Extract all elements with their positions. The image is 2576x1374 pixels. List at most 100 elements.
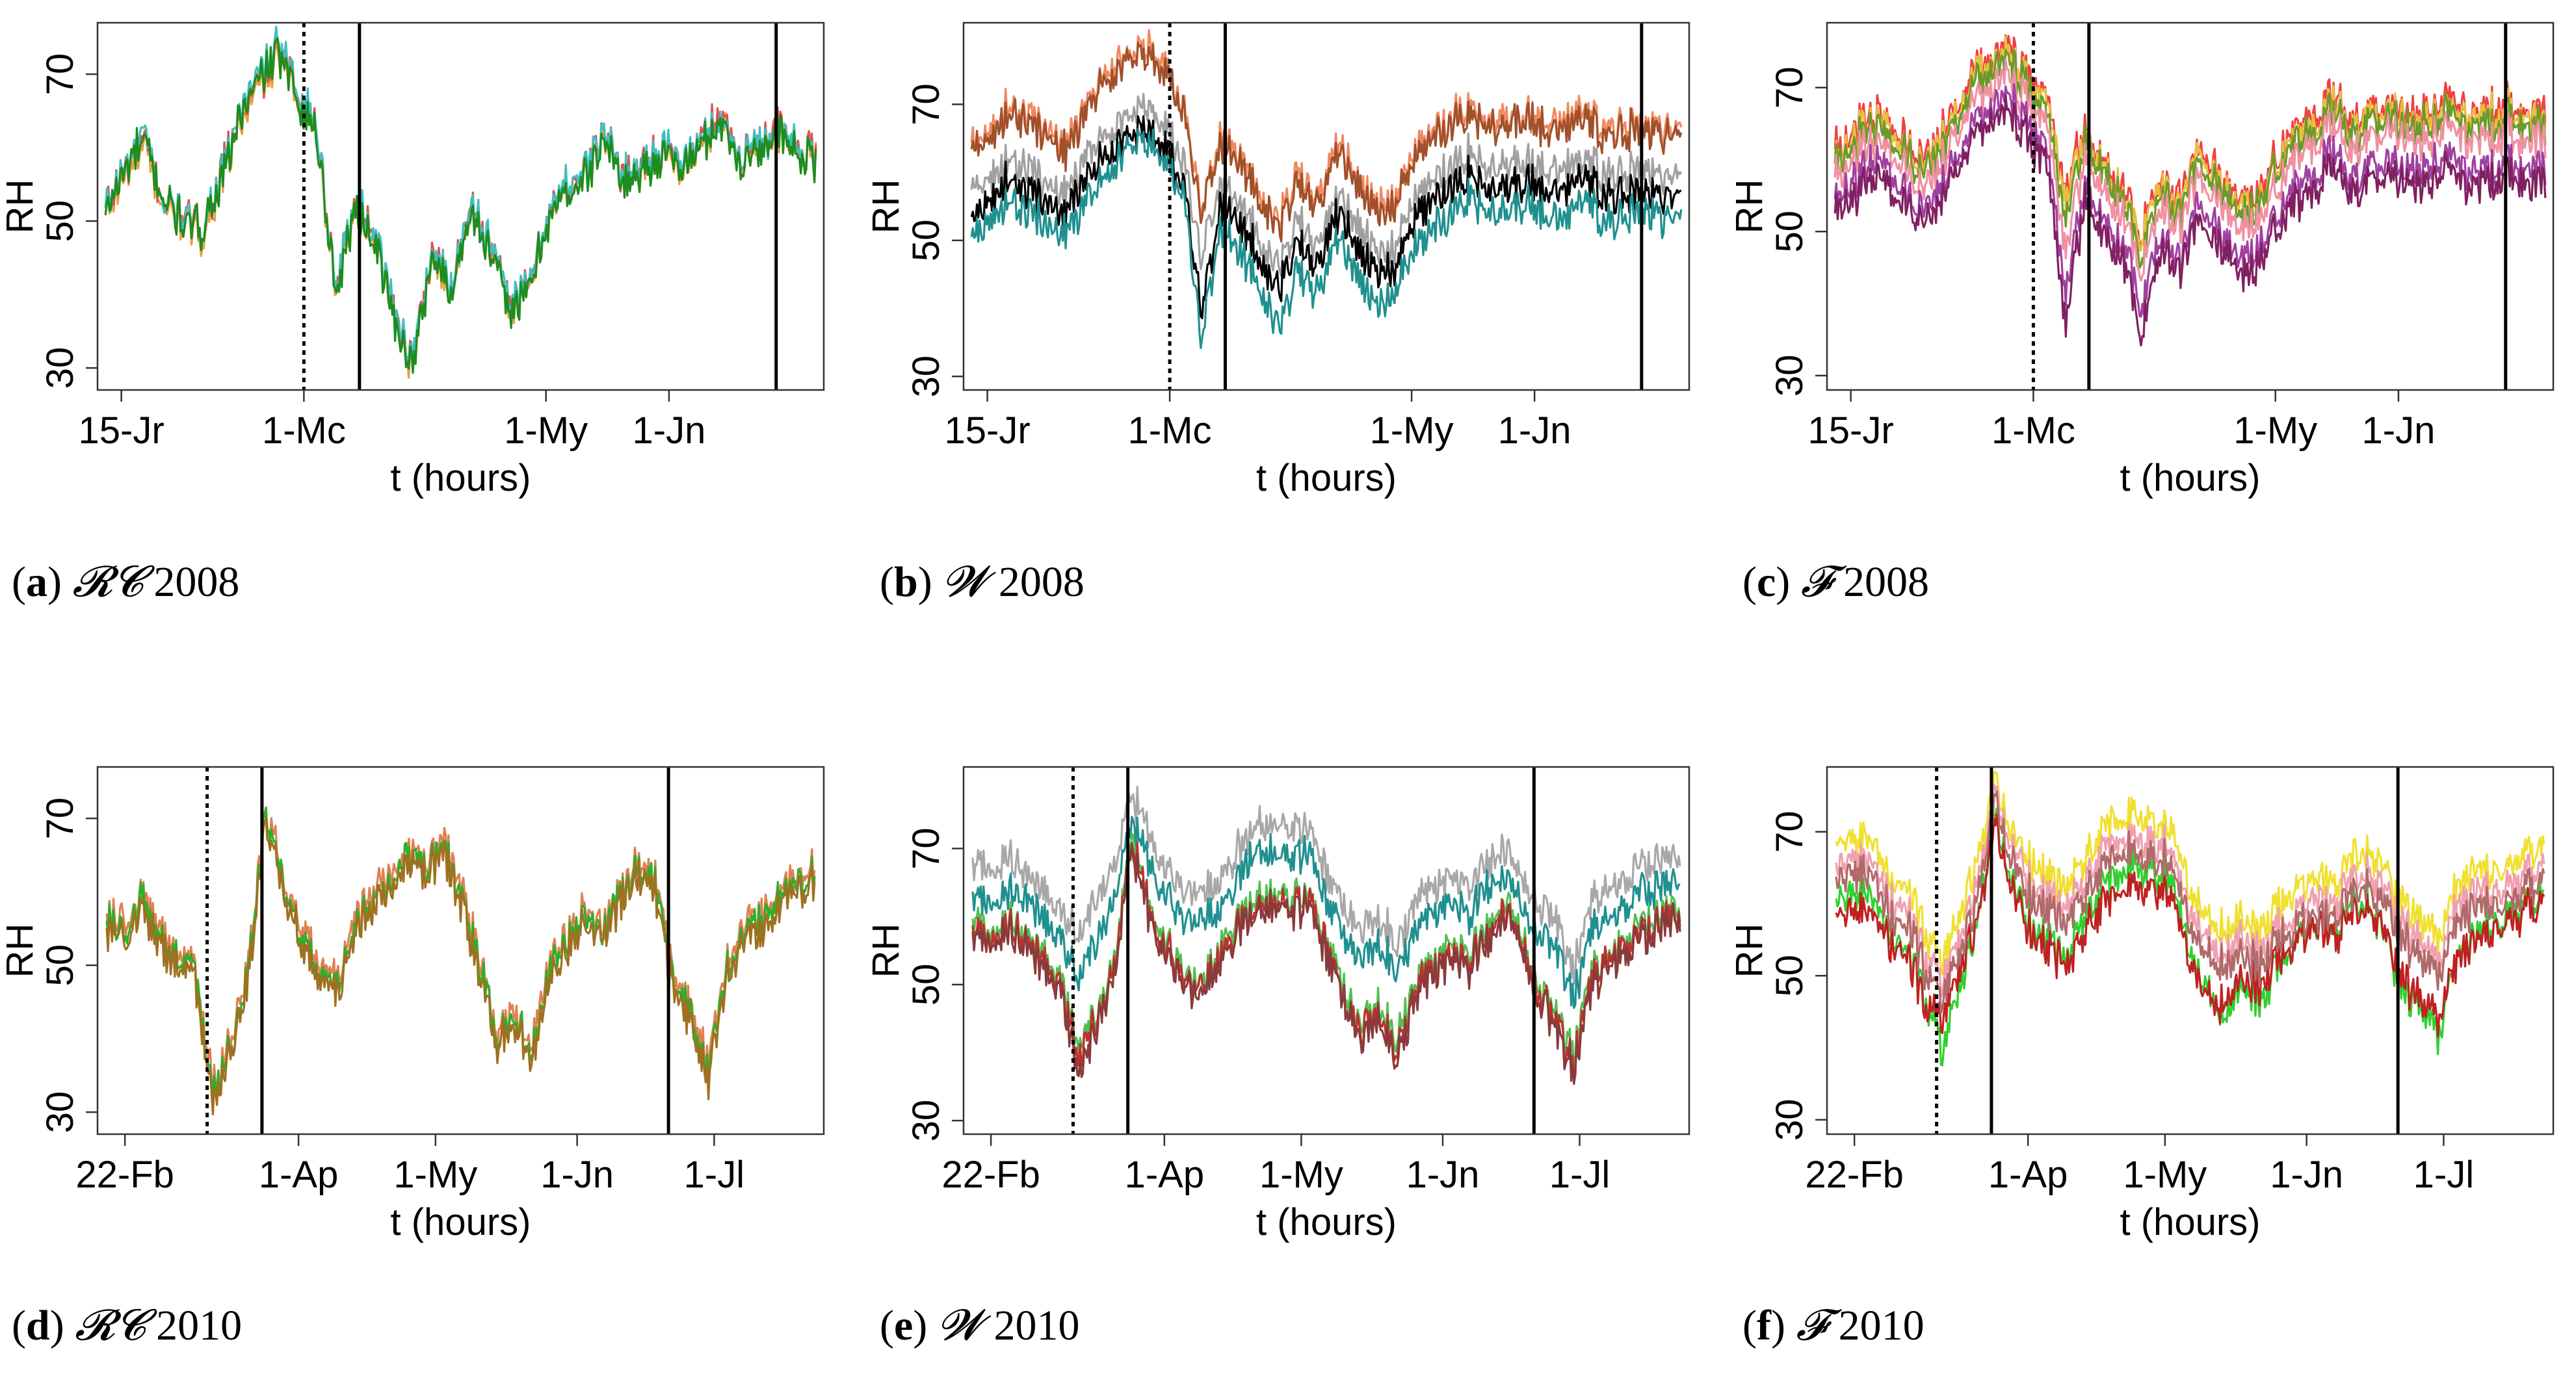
caption-c-symbol: 𝓕	[1800, 558, 1833, 606]
y-axis-title: RH	[865, 924, 907, 978]
series-group	[971, 785, 1681, 1085]
x-tick-label: 1-My	[1259, 1154, 1343, 1196]
series-line	[104, 25, 817, 374]
x-tick-label: 15-Jr	[79, 409, 164, 452]
series-line	[971, 785, 1681, 985]
y-tick-label: 30	[39, 347, 81, 389]
series-line	[104, 36, 817, 374]
y-tick-label: 30	[1768, 1099, 1811, 1141]
series-group	[1833, 34, 2547, 347]
x-axis-title: t (hours)	[391, 457, 531, 499]
x-axis-title: t (hours)	[1256, 1201, 1397, 1243]
x-tick-label: 1-Jn	[2362, 409, 2436, 452]
y-tick-label: 70	[905, 83, 947, 125]
series-line	[1835, 807, 2545, 1067]
y-tick-label: 30	[905, 356, 947, 398]
x-tick-label: 1-Ap	[1988, 1154, 2068, 1196]
series-line	[1835, 790, 2545, 1014]
x-tick-label: 1-Jl	[2413, 1154, 2474, 1196]
y-tick-label: 50	[905, 964, 947, 1006]
x-tick-label: 1-Ap	[1125, 1154, 1205, 1196]
caption-f-label: f	[1756, 1302, 1771, 1349]
caption-d-label: d	[25, 1302, 50, 1349]
caption-a-year: 2008	[153, 558, 240, 606]
series-line	[1833, 57, 2547, 282]
x-tick-label: 1-Mc	[1128, 409, 1212, 452]
x-tick-label: 22-Fb	[75, 1154, 174, 1196]
plot-frame	[1826, 766, 2555, 1135]
caption-f: (f) 𝓕 2010	[1742, 1302, 1925, 1349]
caption-d: (d) 𝓡𝓒 2010	[12, 1302, 243, 1349]
x-tick-label: 1-Jn	[1406, 1154, 1480, 1196]
series-line	[971, 816, 1681, 1009]
x-tick-label: 1-Jl	[1549, 1154, 1610, 1196]
x-tick-label: 22-Fb	[1805, 1154, 1904, 1196]
x-tick-label: 1-My	[1370, 409, 1454, 452]
plot-frame	[1826, 21, 2555, 391]
y-tick-label: 70	[905, 827, 947, 870]
x-tick-label: 22-Fb	[941, 1154, 1040, 1196]
caption-c: (c) 𝓕 2008	[1742, 558, 1929, 606]
y-tick-label: 30	[905, 1100, 947, 1142]
x-tick-label: 1-Jn	[633, 409, 706, 452]
series-line	[970, 41, 1683, 243]
y-tick-label: 50	[39, 200, 81, 242]
caption-a: (a) 𝓡𝓒 2008	[12, 558, 240, 606]
series-line	[1833, 83, 2547, 318]
series-group	[105, 806, 816, 1116]
series-line	[105, 806, 816, 1112]
caption-e-symbol: 𝓦	[938, 1302, 983, 1349]
series-line	[970, 115, 1682, 320]
y-tick-label: 70	[1768, 66, 1811, 109]
panel-d: 30 50 70 22-Fb 1-Ap 1-My 1-Jn 1-Jl t (hours) RH	[0, 766, 825, 1243]
caption-e: (e) 𝓦 2010	[880, 1302, 1080, 1349]
x-tick-label: 1-Mc	[1991, 409, 2075, 452]
x-tick-label: 1-My	[2123, 1154, 2207, 1196]
panel-e: 30 50 70 22-Fb 1-Ap 1-My 1-Jn 1-Jl t (hours) RH	[865, 766, 1690, 1243]
series-line	[971, 842, 1681, 1085]
series-line	[1835, 771, 2545, 976]
x-axis-title: t (hours)	[2120, 457, 2261, 499]
y-tick-label: 50	[39, 944, 81, 987]
y-tick-label: 50	[905, 220, 947, 262]
series-line	[970, 128, 1683, 350]
series-group	[970, 29, 1683, 350]
y-tick-label: 50	[1768, 955, 1811, 997]
y-axis-title: RH	[0, 179, 41, 234]
x-tick-label: 1-Jn	[2270, 1154, 2343, 1196]
plot-frame	[96, 766, 825, 1135]
y-axis-title: RH	[1728, 179, 1770, 234]
caption-b-year: 2008	[998, 558, 1084, 606]
series-line	[1835, 783, 2545, 999]
series-group	[104, 25, 817, 379]
panel-c: 30 50 70 15-Jr 1-Mc 1-My 1-Jn t (hours) RH	[1728, 21, 2555, 499]
x-tick-label: 15-Jr	[945, 409, 1031, 452]
caption-b-symbol: 𝓦	[943, 558, 988, 606]
y-tick-label: 70	[39, 53, 81, 96]
caption-e-label: e	[893, 1302, 913, 1349]
x-tick-label: 1-My	[504, 409, 588, 452]
x-tick-label: 1-My	[393, 1154, 477, 1196]
y-axis-title: RH	[0, 924, 41, 978]
plot-frame	[962, 766, 1690, 1135]
series-line	[970, 92, 1683, 278]
plot-frame	[962, 21, 1690, 391]
y-axis-title: RH	[1728, 924, 1770, 978]
series-line	[1835, 813, 2545, 1038]
caption-a-symbol: 𝓡𝓒	[72, 558, 143, 606]
y-tick-label: 30	[1768, 355, 1811, 397]
series-line	[1833, 49, 2547, 269]
x-tick-label: 1-My	[2233, 409, 2317, 452]
x-axis-title: t (hours)	[391, 1201, 531, 1243]
caption-c-year: 2008	[1843, 558, 1929, 606]
panel-b: 30 50 70 15-Jr 1-Mc 1-My 1-Jn t (hours) RH	[865, 21, 1690, 499]
caption-c-label: c	[1756, 558, 1776, 606]
y-tick-label: 30	[39, 1091, 81, 1134]
x-tick-label: 1-Jl	[684, 1154, 744, 1196]
y-tick-label: 50	[1768, 211, 1811, 253]
x-tick-label: 1-Jn	[540, 1154, 614, 1196]
x-axis-title: t (hours)	[1256, 457, 1397, 499]
panel-a: 30 50 70 15-Jr 1-Mc 1-My 1-Jn t (hours) RH	[0, 21, 825, 499]
x-tick-label: 15-Jr	[1808, 409, 1894, 452]
